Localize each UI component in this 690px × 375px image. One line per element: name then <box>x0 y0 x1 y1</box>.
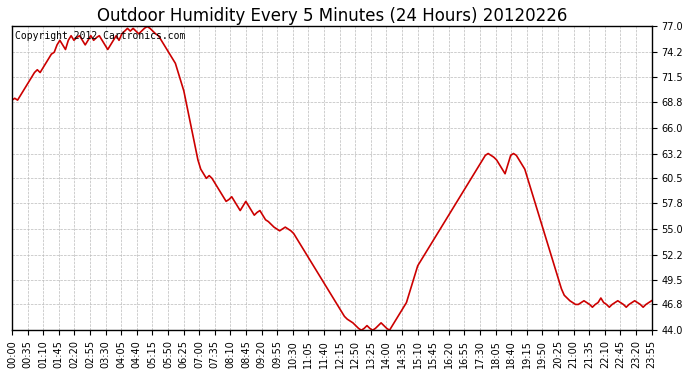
Text: Copyright 2012 Cartronics.com: Copyright 2012 Cartronics.com <box>15 31 186 41</box>
Title: Outdoor Humidity Every 5 Minutes (24 Hours) 20120226: Outdoor Humidity Every 5 Minutes (24 Hou… <box>97 7 567 25</box>
